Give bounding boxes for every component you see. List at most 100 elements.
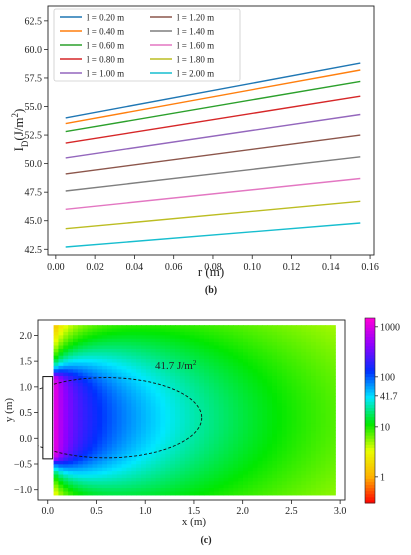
heatmap-cell [238, 386, 244, 391]
colorbar-band [365, 493, 375, 498]
heatmap-cell [247, 382, 254, 387]
heatmap-cell [272, 437, 278, 442]
heatmap-cell [175, 410, 181, 414]
heatmap-cell [306, 365, 312, 370]
heatmap-cell [116, 454, 123, 459]
heatmap-cell [238, 389, 244, 394]
heatmap-cell [189, 359, 196, 364]
heatmap-cell [242, 386, 249, 391]
heatmap-cell [189, 325, 196, 330]
heatmap-cell [82, 369, 89, 374]
heatmap-cell [150, 369, 157, 374]
x-tick-label: 0.10 [243, 262, 261, 273]
heatmap-cell [92, 488, 98, 493]
heatmap-cell [73, 464, 79, 469]
heatmap-cell [116, 467, 123, 472]
heatmap-cell [257, 423, 264, 428]
heatmap-cell [53, 396, 60, 401]
heatmap-cell [63, 413, 69, 418]
heatmap-cell [111, 352, 118, 357]
heatmap-cell [73, 437, 79, 442]
heatmap-cell [286, 437, 293, 442]
heatmap-cell [170, 433, 176, 438]
heatmap-cell [136, 433, 142, 438]
heatmap-cell [116, 325, 123, 330]
heatmap-cell [257, 348, 264, 353]
heatmap-cell [68, 348, 74, 353]
heatmap-cell [194, 481, 200, 486]
heatmap-cell [218, 338, 225, 343]
heatmap-cell [150, 331, 157, 336]
heatmap-cell [73, 362, 79, 367]
colorbar-band [365, 462, 375, 467]
heatmap-cell [325, 345, 331, 350]
heatmap-cell [242, 406, 249, 411]
colorbar-band [365, 385, 375, 390]
heatmap-cell [286, 331, 293, 336]
heatmap-cell [82, 423, 89, 428]
heatmap-cell [242, 389, 249, 394]
heatmap-cell [141, 362, 147, 367]
heatmap-cell [252, 396, 259, 401]
heatmap-cell [102, 437, 108, 442]
heatmap-cell [330, 335, 336, 340]
heatmap-cell [228, 386, 234, 391]
heatmap-cell [111, 416, 118, 421]
heatmap-cell [155, 457, 162, 462]
heatmap-cell [296, 389, 302, 394]
heatmap-cell [325, 328, 331, 333]
heatmap-cell [121, 423, 128, 428]
heatmap-cell [155, 352, 162, 357]
heatmap-cell [301, 359, 307, 364]
heatmap-cell [281, 389, 288, 394]
heatmap-cell [315, 477, 322, 482]
heatmap-cell [179, 359, 186, 364]
heatmap-cell [179, 338, 186, 343]
heatmap-cell [262, 365, 268, 370]
heatmap-cell [68, 443, 74, 448]
heatmap-cell [242, 467, 249, 472]
heatmap-cell [281, 342, 288, 347]
heatmap-cell [165, 342, 171, 347]
heatmap-cell [218, 355, 225, 360]
heatmap-cell [276, 369, 283, 374]
heatmap-cell [262, 457, 268, 462]
heatmap-cell [97, 372, 103, 377]
heatmap-cell [252, 484, 259, 489]
heatmap-cell [228, 345, 234, 350]
heatmap-cell [320, 365, 327, 370]
heatmap-cell [281, 382, 288, 387]
colorbar-band [365, 364, 375, 368]
heatmap-cell [179, 372, 186, 377]
heatmap-cell [121, 328, 128, 333]
heatmap-cell [306, 399, 312, 404]
heatmap-cell [87, 464, 94, 469]
heatmap-cell [87, 488, 94, 493]
heatmap-cell [218, 454, 225, 459]
heatmap-cell [262, 386, 268, 391]
heatmap-cell [306, 474, 312, 479]
heatmap-cell [77, 331, 84, 336]
heatmap-cell [242, 433, 249, 438]
heatmap-cell [189, 362, 196, 367]
heatmap-cell [102, 406, 108, 411]
heatmap-cell [306, 460, 312, 465]
heatmap-cell [170, 464, 176, 469]
heatmap-cell [306, 464, 312, 469]
heatmap-cell [320, 457, 327, 462]
heatmap-cell [126, 403, 132, 408]
heatmap-cell [53, 413, 60, 418]
heatmap-cell [145, 460, 152, 465]
heatmap-cell [97, 413, 103, 418]
heatmap-cell [73, 359, 79, 364]
heatmap-cell [257, 443, 264, 448]
heatmap-cell [116, 369, 123, 374]
heatmap-cell [77, 365, 84, 370]
heatmap-cell [126, 420, 132, 425]
colorbar-band [365, 469, 375, 473]
heatmap-cell [58, 379, 64, 384]
heatmap-cell [141, 338, 147, 343]
heatmap-cell [131, 382, 137, 387]
heatmap-cell [102, 464, 108, 469]
heatmap-cell [208, 423, 215, 428]
